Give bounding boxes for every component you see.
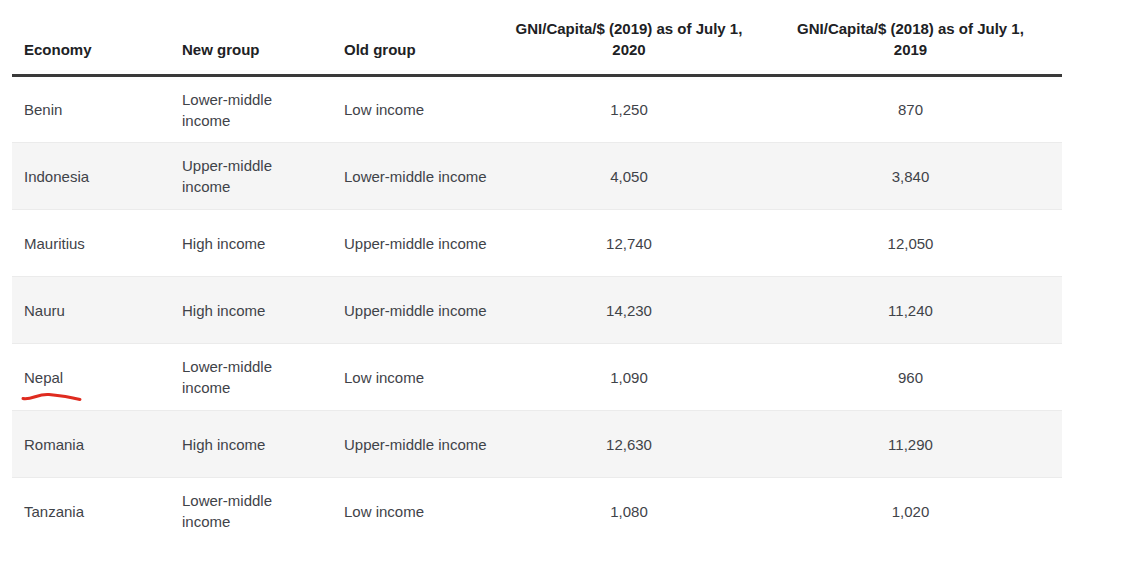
table-row-romania: Romania High income Upper-middle income … [12,411,1062,478]
gni-2019-cell: 4,050 [499,143,759,210]
table-row-tanzania: Tanzania Lower-middle income Low income … [12,478,1062,545]
column-header-economy: Economy [12,8,170,76]
table-body: Benin Lower-middle income Low income 1,2… [12,76,1062,545]
new-group-cell: Lower-middle income [170,344,332,411]
annotated-economy-name: Nepal [24,367,63,388]
new-group-cell: Lower-middle income [170,76,332,143]
old-group-cell: Upper-middle income [332,411,499,478]
table-row-indonesia: Indonesia Upper-middle income Lower-midd… [12,143,1062,210]
old-group-cell: Low income [332,344,499,411]
gni-2018-cell: 1,020 [759,478,1062,545]
income-classification-table: Economy New group Old group GNI/Capita/$… [12,8,1062,545]
economy-cell: Tanzania [12,478,170,545]
old-group-cell: Upper-middle income [332,210,499,277]
old-group-cell: Low income [332,478,499,545]
column-header-gni-2018: GNI/Capita/$ (2018) as of July 1, 2019 [759,8,1062,76]
column-header-gni-2019: GNI/Capita/$ (2019) as of July 1, 2020 [499,8,759,76]
header-row: Economy New group Old group GNI/Capita/$… [12,8,1062,76]
table-header: Economy New group Old group GNI/Capita/$… [12,8,1062,76]
old-group-cell: Upper-middle income [332,277,499,344]
gni-2018-cell: 3,840 [759,143,1062,210]
economy-cell: Mauritius [12,210,170,277]
economy-cell: Benin [12,76,170,143]
new-group-cell: Lower-middle income [170,478,332,545]
new-group-cell: High income [170,210,332,277]
old-group-cell: Low income [332,76,499,143]
gni-2019-cell: 1,080 [499,478,759,545]
gni-2019-cell: 12,630 [499,411,759,478]
gni-2019-cell: 1,250 [499,76,759,143]
column-header-old-group: Old group [332,8,499,76]
economy-cell: Romania [12,411,170,478]
table-row-benin: Benin Lower-middle income Low income 1,2… [12,76,1062,143]
gni-2018-cell: 870 [759,76,1062,143]
new-group-cell: Upper-middle income [170,143,332,210]
old-group-cell: Lower-middle income [332,143,499,210]
gni-2018-cell: 11,290 [759,411,1062,478]
gni-2018-cell: 11,240 [759,277,1062,344]
table-row-mauritius: Mauritius High income Upper-middle incom… [12,210,1062,277]
new-group-cell: High income [170,411,332,478]
gni-2018-cell: 960 [759,344,1062,411]
new-group-cell: High income [170,277,332,344]
economy-cell: Nauru [12,277,170,344]
gni-2018-cell: 12,050 [759,210,1062,277]
gni-2019-cell: 1,090 [499,344,759,411]
table-row-nauru: Nauru High income Upper-middle income 14… [12,277,1062,344]
column-header-new-group: New group [170,8,332,76]
gni-2019-cell: 12,740 [499,210,759,277]
income-classification-table-container: Economy New group Old group GNI/Capita/$… [12,8,1062,545]
table-row-nepal: Nepal Lower-middle income Low income 1,0… [12,344,1062,411]
economy-cell: Indonesia [12,143,170,210]
gni-2019-cell: 14,230 [499,277,759,344]
economy-cell: Nepal [12,344,170,411]
red-underline-annotation [20,389,84,403]
